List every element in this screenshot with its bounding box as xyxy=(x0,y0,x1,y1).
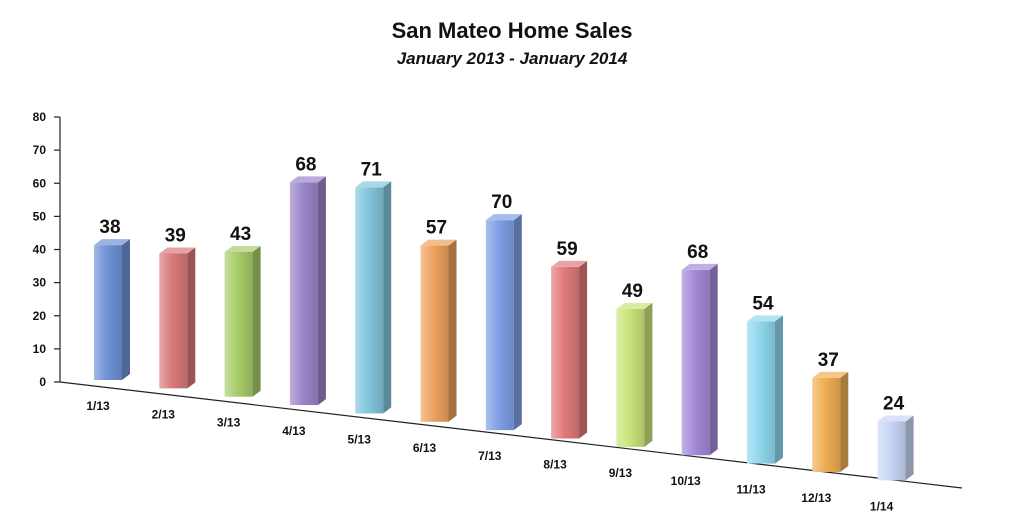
bar-top xyxy=(877,415,914,422)
x-tick-label: 10/13 xyxy=(671,474,701,488)
bar-side xyxy=(252,245,261,397)
bar-side xyxy=(513,214,522,431)
data-label: 43 xyxy=(230,224,251,245)
data-label: 24 xyxy=(883,394,905,415)
bar-5 xyxy=(355,181,392,414)
x-axis-ticks: 1/13 2/13 3/13 4/13 5/13 6/13 7/13 8/13 9/13 10/1… xyxy=(86,399,893,513)
bar-top xyxy=(681,263,718,270)
data-label: 71 xyxy=(361,159,383,180)
bar-side xyxy=(122,239,130,380)
bar-side xyxy=(383,181,392,414)
x-tick-label: 11/13 xyxy=(736,483,766,497)
bar-11 xyxy=(747,315,783,464)
bar-side xyxy=(187,247,196,389)
bar-10 xyxy=(681,263,718,456)
data-label: 68 xyxy=(687,242,708,263)
y-tick-label: 50 xyxy=(33,209,47,223)
bar-front xyxy=(224,251,253,397)
x-tick-label: 3/13 xyxy=(217,416,241,430)
x-tick-label: 2/13 xyxy=(152,407,176,421)
bar-front xyxy=(877,421,906,481)
data-label: 59 xyxy=(557,239,578,260)
chart-subtitle: January 2013 - January 2014 xyxy=(397,49,628,68)
bar-4 xyxy=(289,176,326,406)
bar-1 xyxy=(94,239,130,380)
bar-front xyxy=(681,269,710,456)
x-tick-label: 12/13 xyxy=(801,491,831,505)
bar-front xyxy=(747,321,775,464)
bar-front xyxy=(420,245,449,422)
x-axis-line xyxy=(59,381,963,489)
bar-side xyxy=(448,239,457,422)
y-tick-label: 60 xyxy=(33,176,47,190)
bar-top xyxy=(224,245,261,252)
bar-front xyxy=(159,253,188,389)
bar-side xyxy=(644,302,653,447)
bar-side xyxy=(709,263,718,456)
bar-side xyxy=(905,415,914,481)
data-label: 49 xyxy=(622,281,643,302)
bar-12 xyxy=(812,371,849,472)
bar-top xyxy=(289,176,326,183)
x-tick-label: 6/13 xyxy=(413,441,437,455)
x-tick-label: 7/13 xyxy=(478,449,502,463)
data-label: 39 xyxy=(165,225,186,246)
bar-front xyxy=(551,266,580,439)
bar-13 xyxy=(877,415,914,481)
y-tick-label: 40 xyxy=(33,243,47,257)
bar-front xyxy=(289,182,318,406)
bar-top xyxy=(485,214,522,221)
bar-front xyxy=(485,220,514,431)
bar-top xyxy=(747,315,783,322)
x-tick-label: 4/13 xyxy=(282,424,306,438)
y-tick-label: 20 xyxy=(33,309,47,323)
y-tick-label: 30 xyxy=(33,276,47,290)
data-label: 57 xyxy=(426,218,447,239)
x-tick-label: 5/13 xyxy=(348,432,372,446)
x-tick-label: 8/13 xyxy=(543,458,567,472)
data-label: 70 xyxy=(491,192,512,213)
data-label: 38 xyxy=(99,217,120,238)
bar-8 xyxy=(551,260,588,439)
data-label: 54 xyxy=(752,293,774,314)
bar-top xyxy=(94,239,130,246)
bar-top xyxy=(551,260,588,267)
chart-title: San Mateo Home Sales xyxy=(392,18,633,43)
bar-top xyxy=(355,181,392,188)
bar-front xyxy=(94,245,122,380)
data-labels-group: 38 39 43 68 71 57 70 59 49 68 54 37 24 xyxy=(99,154,904,414)
y-tick-label: 0 xyxy=(39,375,46,389)
y-tick-label: 80 xyxy=(33,110,47,124)
y-axis-ticks: 0 10 20 30 40 50 60 70 80 xyxy=(33,110,60,389)
bar-top xyxy=(420,239,457,246)
bar-7 xyxy=(485,214,522,431)
bar-top xyxy=(616,302,653,309)
data-label: 37 xyxy=(818,350,839,371)
bar-top xyxy=(159,247,196,254)
x-tick-label: 1/14 xyxy=(870,499,894,513)
bar-front xyxy=(812,377,841,472)
bars-group xyxy=(94,176,914,481)
bar-front xyxy=(355,187,384,414)
bar-2 xyxy=(159,247,196,389)
x-tick-label: 9/13 xyxy=(609,466,633,480)
bar-9 xyxy=(616,302,653,447)
bar-side xyxy=(579,260,588,439)
bar-top xyxy=(812,371,849,378)
bar-side xyxy=(840,371,849,472)
bar-side xyxy=(317,176,326,406)
data-label: 68 xyxy=(295,154,316,175)
y-tick-label: 70 xyxy=(33,143,47,157)
bar-side xyxy=(775,315,783,464)
y-tick-label: 10 xyxy=(33,342,47,356)
bar-6 xyxy=(420,239,457,422)
bar-3 xyxy=(224,245,261,397)
bar-front xyxy=(616,308,645,447)
x-tick-label: 1/13 xyxy=(86,399,110,413)
